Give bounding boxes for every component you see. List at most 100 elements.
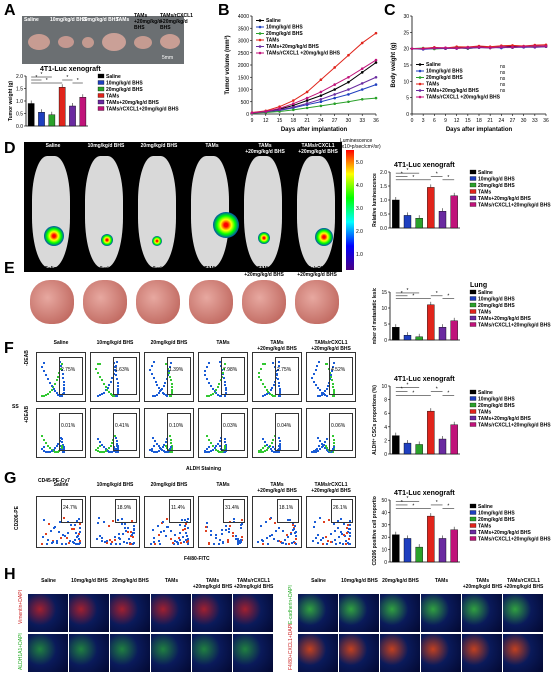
bar	[403, 335, 412, 341]
y-tick-label: 3000	[238, 39, 249, 45]
bar	[438, 538, 447, 563]
data-point	[292, 99, 295, 102]
chart-a: 0.00.51.01.52.0 * ** * *Tumor weight (g)Sali…	[8, 72, 179, 130]
flow-plot: 26.1%	[306, 496, 356, 548]
fluorescence-image	[151, 634, 191, 672]
y-tick-label: 0	[384, 338, 387, 344]
x-tick-label: 6	[433, 118, 436, 124]
y-tick-label: 4	[384, 425, 387, 431]
fluorescence-image	[192, 594, 232, 632]
gate-percentage: 0.41%	[115, 423, 130, 429]
scale-tick: 2.0	[356, 229, 363, 235]
gate-percentage: 4.52%	[331, 367, 346, 373]
bar	[79, 97, 87, 127]
legend-label: Saline	[478, 390, 493, 396]
bar	[415, 336, 423, 341]
mouse-image	[32, 156, 70, 268]
flow-plot: 2.75%	[36, 352, 86, 402]
data-point	[347, 80, 350, 84]
legend-marker	[418, 63, 422, 66]
x-tick-label: 30	[521, 118, 527, 124]
significance-star: *	[407, 496, 409, 502]
x-tick-label: 18	[291, 118, 297, 124]
flow-gate	[275, 357, 299, 395]
lung-image	[136, 280, 180, 324]
y-tick-label: 2000	[238, 63, 249, 69]
flow-plot: 0.04%	[252, 408, 302, 458]
data-point	[319, 94, 323, 97]
data-point	[333, 96, 336, 100]
data-point	[347, 75, 350, 79]
significance-ns: ns	[500, 64, 506, 70]
tumor-photo: 5mm	[22, 16, 184, 64]
legend-marker	[258, 38, 262, 42]
series-line	[251, 76, 377, 114]
bar	[450, 529, 458, 563]
data-point	[305, 102, 309, 105]
data-point	[319, 98, 323, 101]
legend-label: 20mg/kg/d BHS	[478, 183, 515, 189]
tumor-label: TAMs/rCXCL1 +20mg/kg/d BHS	[160, 13, 193, 31]
y-axis-label: Tumor volume (mm³)	[224, 35, 231, 94]
axis-label: CD206-PE	[14, 506, 20, 530]
y-tick-label: 1000	[238, 88, 249, 94]
legend-label: 10mg/kg/d BHS	[478, 297, 515, 303]
flow-plot: 18.9%	[90, 496, 140, 548]
bar	[415, 444, 423, 455]
flow-plot: 0.41%	[90, 408, 140, 458]
legend-swatch	[469, 510, 477, 515]
legend-label: TAMs/rCXCL1+20mg/kg/d BHS	[478, 323, 551, 329]
bar	[38, 112, 45, 127]
bar	[427, 304, 435, 341]
x-tick-label: 36	[543, 118, 549, 124]
data-point	[347, 100, 350, 104]
group-label: TAMs	[216, 482, 230, 488]
y-tick-label: 500	[241, 100, 250, 106]
legend-label: Saline	[478, 290, 493, 296]
legend-marker	[258, 32, 262, 35]
legend-label: TAMs+20mg/kg/d BHS	[426, 88, 479, 94]
luminescence-spot	[258, 232, 270, 244]
legend-swatch	[97, 80, 105, 85]
y-tick-label: 0	[384, 452, 387, 458]
group-label: Saline	[53, 482, 69, 488]
group-label: TAMs +20mg/kg/d BHS	[257, 340, 297, 352]
scale-tick: 1.0	[356, 252, 363, 258]
legend-marker	[418, 89, 422, 92]
lung-image	[295, 280, 339, 324]
fluorescence-image	[421, 634, 461, 672]
gate-percentage: 2.75%	[61, 367, 76, 373]
group-label: 20mg/kg/d BHS	[150, 340, 188, 346]
data-point	[511, 45, 514, 49]
legend-swatch	[469, 182, 477, 188]
y-tick-label: 20	[403, 47, 409, 53]
y-tick-label: 0.0	[380, 226, 387, 232]
stain-label: F4/80+CXCL1+DAPI	[288, 623, 294, 670]
y-tick-label: 2.0	[16, 74, 23, 80]
data-point	[319, 90, 323, 94]
x-tick-label: 21	[487, 118, 493, 124]
gate-percentage: 1.63%	[115, 367, 130, 373]
legend-label: TAMs	[266, 38, 279, 44]
gate-percentage: 18.1%	[279, 505, 294, 511]
fluorescence-image	[339, 634, 379, 672]
flow-gate	[169, 499, 191, 523]
flow-plot: 1.39%	[144, 352, 194, 402]
legend-label: TAMs	[426, 82, 439, 88]
group-label: TAMs +20mg/kg/d BHS	[244, 266, 284, 278]
data-point	[319, 78, 323, 81]
legend-swatch	[469, 296, 477, 301]
flow-gate	[223, 499, 245, 523]
data-point	[319, 100, 323, 104]
chart-title-f: 4T1-Luc xenograft	[394, 376, 455, 383]
group-label: TAMs +20mg/kg/d BHS	[462, 578, 503, 590]
x-axis-label: Days after implantation	[281, 127, 348, 133]
bar	[392, 435, 400, 455]
legend-label: 10mg/kg/d BHS	[478, 177, 515, 183]
legend-label: TAMs+20mg/kg/d BHS	[106, 100, 159, 106]
legend-label: Saline	[478, 170, 493, 176]
y-axis-label: ALDH⁺ CSCs proportions (%)	[372, 385, 378, 455]
legend-label: 20mg/kg/d BHS	[106, 87, 143, 93]
legend-label: 20mg/kg/d BHS	[478, 517, 515, 523]
